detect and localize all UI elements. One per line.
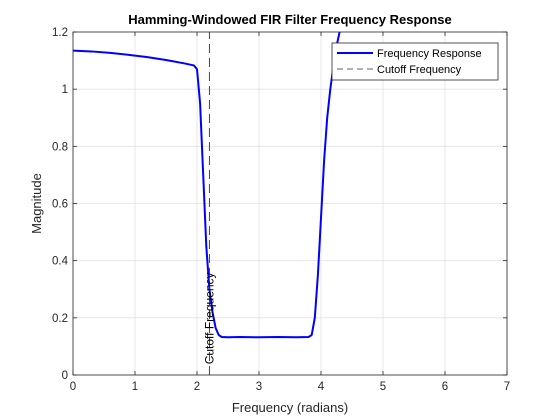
legend-label-frequency-response: Frequency Response [377,48,482,60]
y-tick-label: 0.4 [52,256,69,268]
legend-label-cutoff-frequency: Cutoff Frequency [377,64,462,76]
y-tick-label: 1.2 [52,27,68,39]
x-tick-label: 1 [132,381,138,393]
x-tick-label: 7 [504,381,510,393]
axes-box [72,31,508,376]
y-tick-label: 0.2 [52,313,68,325]
x-tick-label: 3 [256,381,262,393]
tick-labels: 0 1 2 3 4 5 6 7 0 0.2 0.4 0.6 0.8 1 1.2 [52,27,510,393]
x-tick-label: 6 [442,381,448,393]
y-tick-label: 1 [62,84,68,96]
x-tick-label: 2 [194,381,200,393]
x-tick-label: 5 [380,381,386,393]
cutoff-annotation: Cutoff Frequency [202,272,216,364]
x-axis-title: Frequency (radians) [232,400,348,415]
frequency-response-line [73,32,341,339]
x-tick-label: 4 [318,381,325,393]
legend: Frequency Response Cutoff Frequency [331,42,499,81]
chart-title: Hamming-Windowed FIR Filter Frequency Re… [128,12,451,27]
y-tick-label: 0 [62,370,68,382]
x-tick-label: 0 [70,381,76,393]
y-axis-title: Magnitude [29,173,44,234]
y-tick-label: 0.6 [52,199,68,211]
y-tick-label: 0.8 [52,141,68,153]
series-layer [73,32,341,375]
legend-box [331,42,499,81]
